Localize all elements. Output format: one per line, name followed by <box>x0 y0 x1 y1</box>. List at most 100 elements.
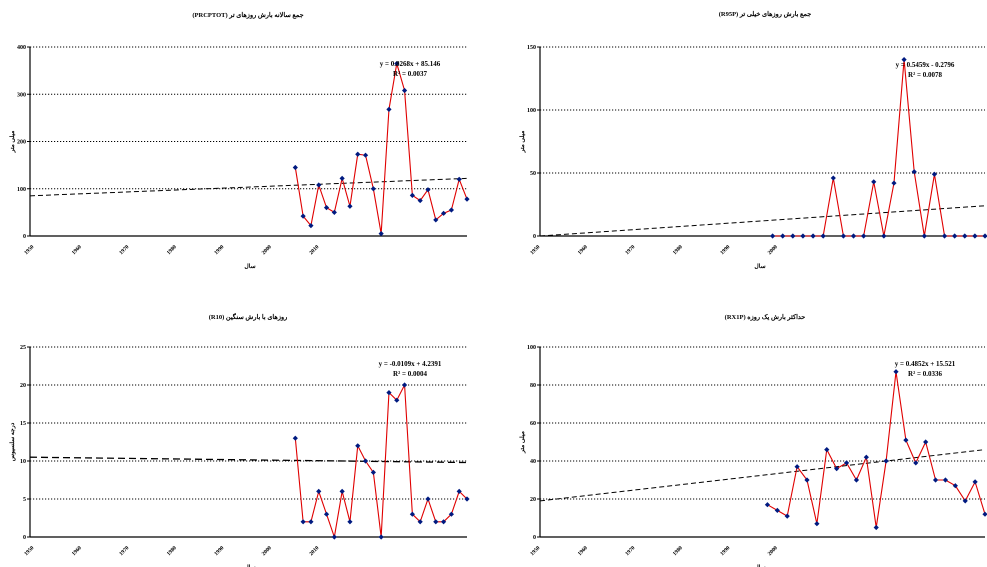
data-point <box>853 477 860 483</box>
data-point <box>921 233 927 239</box>
trend-line <box>539 449 986 502</box>
data-point <box>323 205 330 211</box>
chart-title: حداکثر بارش یک روزه (RX1P) <box>725 313 806 321</box>
r-squared: R² = 0.0336 <box>908 370 942 378</box>
chart-panel-2: جمع بارش روزهای خیلی تر (R95P) 0 50 100 150 1… <box>519 10 987 270</box>
data-point <box>440 210 447 216</box>
y-axis-label: درجه سلسیوس <box>9 422 16 461</box>
data-point <box>378 534 384 540</box>
data-point <box>323 511 330 517</box>
trend-equation: y = 0.5459x - 0.2796 <box>896 61 955 69</box>
chart-title: جمع سالانه بارش روزهای تر (PRCPTOT) <box>192 11 303 19</box>
y-axis-label: میلی متر <box>519 431 526 454</box>
data-point <box>370 186 376 192</box>
data-point <box>774 507 780 513</box>
x-axis-label: سال <box>754 263 765 270</box>
chart-title: جمع بارش روزهای خیلی تر (R95P) <box>719 10 812 18</box>
trend-equation: y = 0.4852x + 15.521 <box>895 360 956 368</box>
x-tick-label: 1990 <box>213 545 225 557</box>
y-tick-label: 150 <box>527 45 536 51</box>
data-point <box>362 152 369 158</box>
x-tick-label: 1980 <box>672 244 684 256</box>
x-tick-label: 1980 <box>672 545 684 557</box>
r-squared: R² = 0.0037 <box>393 70 427 78</box>
y-tick-label: 20 <box>530 497 536 503</box>
data-point <box>850 233 857 239</box>
data-point <box>308 519 314 525</box>
data-point <box>982 233 987 239</box>
data-point <box>820 233 826 239</box>
y-axis-label: میلی متر <box>519 131 526 154</box>
x-tick-label: 2000 <box>767 545 779 557</box>
y-tick-label: 60 <box>530 421 536 427</box>
series-line <box>294 63 468 234</box>
data-point <box>901 57 907 63</box>
y-tick-label: 80 <box>530 383 536 389</box>
y-tick-label: 25 <box>20 345 26 351</box>
data-point <box>370 469 376 475</box>
y-tick-label: 100 <box>17 187 26 193</box>
trend-equation: y = 0.8268x + 85.146 <box>380 60 441 68</box>
data-point <box>952 233 958 239</box>
x-tick-label: 1960 <box>577 244 589 256</box>
data-point <box>386 106 392 112</box>
data-point <box>464 496 470 502</box>
x-tick-label: 2010 <box>308 545 320 557</box>
data-point <box>378 231 384 237</box>
x-tick-label: 2000 <box>261 545 273 557</box>
x-tick-label: 1960 <box>71 545 83 557</box>
y-tick-label: 40 <box>530 459 536 465</box>
data-point <box>941 233 948 239</box>
data-point <box>386 390 392 396</box>
data-point <box>931 171 938 177</box>
data-point <box>794 464 800 470</box>
data-point <box>911 169 917 175</box>
data-point <box>433 519 439 525</box>
data-point <box>347 203 353 209</box>
trend-equation: y = -0.0109x + 4.2391 <box>379 360 442 368</box>
data-point <box>417 197 423 204</box>
data-point <box>292 164 298 171</box>
x-tick-label: 1970 <box>118 545 130 557</box>
chart-panel-3: روزهای با بارش سنگین (R10) 0 5 10 15 20 25 1950… <box>9 312 470 567</box>
data-point <box>433 217 439 223</box>
data-point <box>913 460 919 466</box>
data-point <box>861 233 867 239</box>
data-point <box>394 60 400 67</box>
data-point <box>863 454 869 460</box>
r-squared: R² = 0.0004 <box>393 370 427 378</box>
data-point <box>923 439 929 445</box>
series-line <box>772 59 985 237</box>
trend-line <box>539 205 986 237</box>
data-point <box>814 521 820 527</box>
data-point <box>355 151 361 157</box>
data-point <box>893 369 899 375</box>
x-tick-label: 1970 <box>624 545 636 557</box>
data-point <box>448 511 454 517</box>
x-tick-label: 1950 <box>23 545 35 557</box>
x-tick-label: 2000 <box>767 244 779 256</box>
data-point <box>942 477 949 483</box>
data-point <box>456 176 462 182</box>
x-tick-label: 1970 <box>624 244 636 256</box>
data-point <box>292 435 298 441</box>
y-tick-label: 15 <box>20 421 26 427</box>
x-tick-label: 1960 <box>71 244 83 256</box>
data-point <box>840 233 847 239</box>
chart-panel-1: جمع سالانه بارش روزهای تر (PRCPTOT) 0 100 2… <box>9 11 470 270</box>
data-point <box>834 466 840 472</box>
x-tick-label: 1980 <box>166 244 178 256</box>
y-tick-label: 0 <box>23 234 26 240</box>
data-point <box>316 182 322 188</box>
x-tick-label: 1990 <box>213 244 225 256</box>
data-point <box>331 209 337 215</box>
data-point <box>425 496 431 502</box>
data-point <box>873 524 879 531</box>
x-tick-label: 1950 <box>23 244 35 256</box>
x-tick-label: 1960 <box>577 545 589 557</box>
x-tick-label: 1950 <box>529 545 541 557</box>
data-point <box>300 213 306 219</box>
data-point <box>401 382 408 388</box>
data-point <box>300 519 306 525</box>
